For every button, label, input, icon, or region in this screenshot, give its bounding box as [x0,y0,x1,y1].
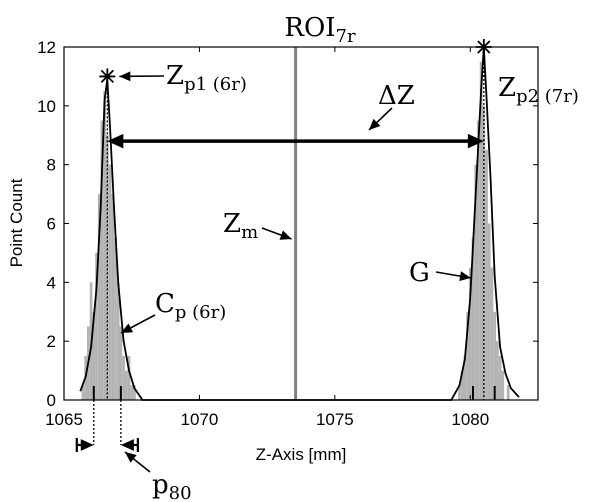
histogram-bar-15 [122,355,125,400]
histogram-bar-36 [501,370,505,400]
histogram-bar-10 [108,164,112,400]
histogram-bar-27 [477,120,480,401]
histogram-bar-18 [130,385,134,400]
p80-label-base: p [152,470,169,500]
histogram-bar-4 [92,311,96,400]
histogram-bar-0 [81,385,85,400]
mean-label-sub: m [241,222,258,243]
y-tick-label-1: 2 [47,332,56,351]
curve-label-arrow-head [121,323,134,333]
y-tick-label-5: 10 [37,97,56,116]
histogram-bar-9 [105,135,109,400]
y-axis-label: Point Count [7,178,26,267]
peak2-label: Zp2 (7r) [498,73,579,107]
p80-label-sub: 80 [169,483,192,502]
delta-arrow-head-left [107,133,124,149]
p80-arrow-left [80,439,94,451]
histogram-bar-12 [114,238,117,400]
x-axis-label: Z-Axis [mm] [256,445,347,464]
peak2-label-base: Z [498,73,516,103]
y-tick-label-2: 4 [47,273,56,292]
histogram-bar-21 [460,370,464,400]
chart-title: ROI7r [284,13,356,47]
fitted-curve [79,46,520,401]
histogram-bar-20 [458,385,461,400]
chart-title-sub: 7r [336,26,356,47]
chart-title-base: ROI [284,13,335,43]
peak1-marker [99,68,116,85]
x-tick-label-1: 1070 [181,410,219,429]
histogram-bar-37 [506,385,510,400]
histogram-bar-14 [119,326,123,400]
histogram-bar-19 [133,385,136,400]
histogram-bar-24 [468,267,472,400]
y-tick-label-0: 0 [47,391,56,410]
histogram-bar-35 [498,355,502,400]
peak1-label-base: Z [166,61,184,91]
x-axis-ticks: 1065 1070 1075 1080 [45,47,489,429]
mean-label: Zm [223,209,258,243]
histogram-bar-13 [116,282,120,400]
curve-label: Cp (6r) [155,289,226,323]
p80-arrow-right [120,439,134,451]
histogram-bar-23 [466,311,469,400]
y-tick-label-3: 6 [47,215,56,234]
histogram-bar-28 [479,61,483,400]
histogram-bar-11 [111,194,115,400]
peak1-label-sub: p1 (6r) [184,74,247,95]
histogram-bar-30 [485,149,488,400]
histogram-bar-34 [496,341,499,400]
x-tick-label-3: 1080 [451,410,489,429]
histogram-bar-5 [95,252,98,400]
delta-label: ΔZ [378,81,415,111]
peak1-arrow-head [119,71,131,82]
p80-label: p80 [152,470,192,502]
histogram-bar-17 [127,355,131,400]
annotation-marks [75,39,496,473]
curve-label-base: C [155,289,175,319]
delta-label-arrow-head [369,118,381,130]
histogram-bar-32 [490,267,494,400]
x-tick-label-2: 1075 [316,410,354,429]
histogram-bar-16 [124,370,128,400]
histogram-bar-33 [493,311,497,400]
gaussian-label: G [409,258,430,288]
mean-label-base: Z [223,209,241,239]
mean-label-arrow-head [279,230,292,240]
histogram-bar-26 [474,164,478,400]
curve-label-sub: p (6r) [175,302,226,323]
y-axis-ticks: 0 2 4 6 8 10 12 [37,38,538,410]
histogram-bar-8 [103,91,106,400]
histogram-bar-25 [471,238,475,400]
gaussian-label-arrow-head [459,271,471,282]
histogram-bar-31 [487,223,491,400]
histogram-bar-7 [100,120,104,401]
peak1-marker-stroke-3 [100,69,114,84]
peak2-label-sub: p2 (7r) [516,86,579,107]
delta-arrow-head-right [467,133,484,149]
y-tick-label-6: 12 [37,38,56,57]
histogram-bar-6 [97,194,101,400]
p80-label-arrow-head [125,452,137,463]
x-tick-label-0: 1065 [45,410,83,429]
fitted-curve-group [79,46,520,401]
peak1-label: Zp1 (6r) [166,61,247,95]
y-tick-label-4: 8 [47,156,56,175]
histogram-bar-22 [463,355,467,400]
